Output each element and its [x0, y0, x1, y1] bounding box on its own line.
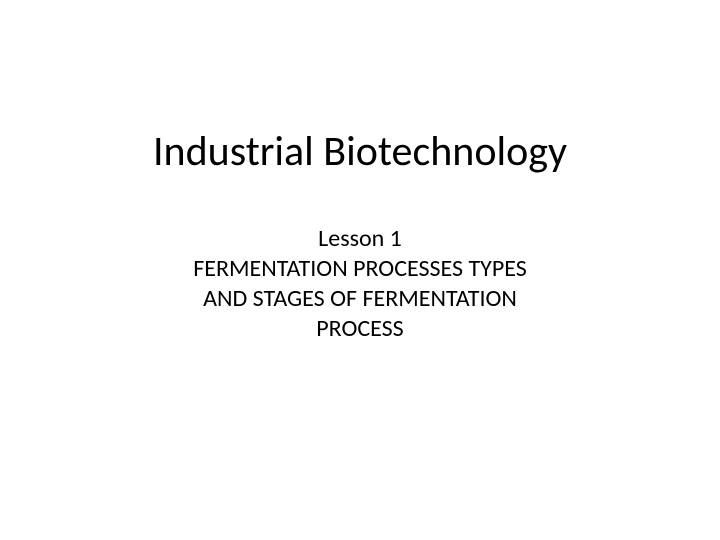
- slide-title: Industrial Biotechnology: [153, 128, 567, 176]
- slide-subtitle: Lesson 1 FERMENTATION PROCESSES TYPES AN…: [193, 224, 527, 344]
